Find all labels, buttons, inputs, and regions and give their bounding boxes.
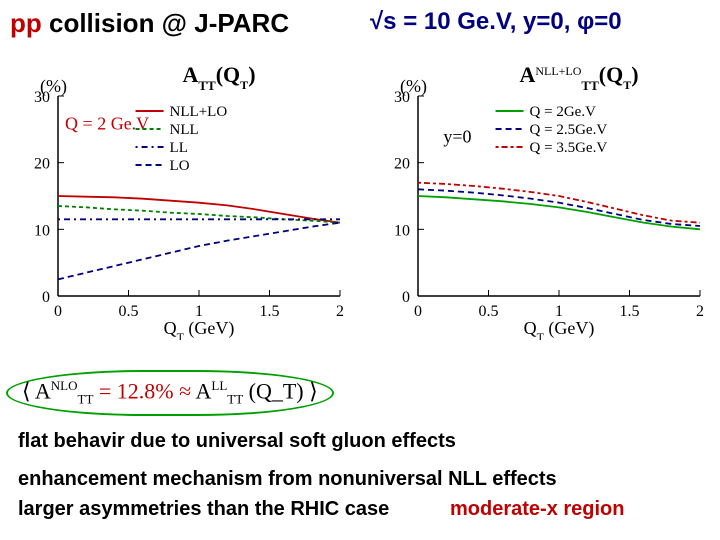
svg-text:0: 0 bbox=[42, 289, 50, 306]
formula-box: ⟨ ANLOTT = 12.8% ≈ ALLTT (Q_T) ⟩ bbox=[6, 370, 334, 416]
formula-arg: (Q_T) bbox=[249, 378, 304, 403]
svg-text:(%): (%) bbox=[400, 76, 427, 97]
title-right: √s = 10 Ge.V, y=0, φ=0 bbox=[370, 8, 622, 36]
title-left: pp collision @ J-PARC bbox=[10, 8, 289, 39]
svg-text:Q = 2 Ge.V: Q = 2 Ge.V bbox=[65, 113, 149, 133]
svg-text:NLL+LO: NLL+LO bbox=[170, 104, 228, 120]
svg-text:1.5: 1.5 bbox=[620, 303, 640, 320]
title-pp: pp bbox=[10, 8, 42, 38]
svg-text:QT (GeV): QT (GeV) bbox=[164, 318, 235, 340]
svg-text:2: 2 bbox=[336, 303, 344, 320]
svg-text:Q = 3.5Ge.V: Q = 3.5Ge.V bbox=[530, 140, 608, 156]
svg-text:0.5: 0.5 bbox=[479, 303, 499, 320]
title-rest: collision @ J-PARC bbox=[42, 8, 289, 38]
chart-right: 00.511.520102030(%)QT (GeV)ANLL+LOTT(QT)… bbox=[370, 60, 710, 340]
svg-text:20: 20 bbox=[34, 156, 50, 173]
svg-text:1.5: 1.5 bbox=[260, 303, 280, 320]
svg-text:Q = 2Ge.V: Q = 2Ge.V bbox=[530, 104, 597, 120]
svg-text:NLL: NLL bbox=[170, 122, 199, 138]
bottom-line-1: flat behavir due to universal soft gluon… bbox=[18, 430, 456, 453]
svg-text:0.5: 0.5 bbox=[119, 303, 139, 320]
svg-text:10: 10 bbox=[394, 222, 410, 239]
svg-text:0: 0 bbox=[414, 303, 422, 320]
svg-text:QT (GeV): QT (GeV) bbox=[524, 318, 595, 340]
svg-text:LO: LO bbox=[170, 158, 190, 174]
formula-sub2: TT bbox=[227, 392, 243, 407]
svg-text:(%): (%) bbox=[40, 76, 67, 97]
bottom-line-2: enhancement mechanism from nonuniversal … bbox=[18, 468, 557, 491]
svg-text:ATT(QT): ATT(QT) bbox=[182, 62, 255, 93]
bottom-line-3: larger asymmetries than the RHIC case bbox=[18, 498, 389, 521]
formula-val: = 12.8% ≈ bbox=[99, 378, 196, 403]
formula-A1: A bbox=[35, 378, 51, 403]
svg-text:LL: LL bbox=[170, 140, 188, 156]
svg-text:20: 20 bbox=[394, 156, 410, 173]
svg-text:ANLL+LOTT(QT): ANLL+LOTT(QT) bbox=[519, 62, 638, 93]
bottom-moderate-x: moderate-x region bbox=[450, 498, 624, 521]
svg-text:0: 0 bbox=[54, 303, 62, 320]
svg-text:Q = 2.5Ge.V: Q = 2.5Ge.V bbox=[530, 122, 608, 138]
svg-text:2: 2 bbox=[696, 303, 704, 320]
chart-left: 00.511.520102030(%)QT (GeV)ATT(QT)Q = 2 … bbox=[10, 60, 350, 340]
formula-sup1: NLO bbox=[51, 378, 78, 393]
svg-text:y=0: y=0 bbox=[443, 127, 471, 147]
formula-open: ⟨ bbox=[22, 378, 31, 403]
formula-sup2: LL bbox=[211, 378, 227, 393]
formula-A2: A bbox=[195, 378, 211, 403]
formula-sub1: TT bbox=[78, 392, 94, 407]
svg-text:0: 0 bbox=[402, 289, 410, 306]
svg-text:10: 10 bbox=[34, 222, 50, 239]
formula-close: ⟩ bbox=[309, 378, 318, 403]
